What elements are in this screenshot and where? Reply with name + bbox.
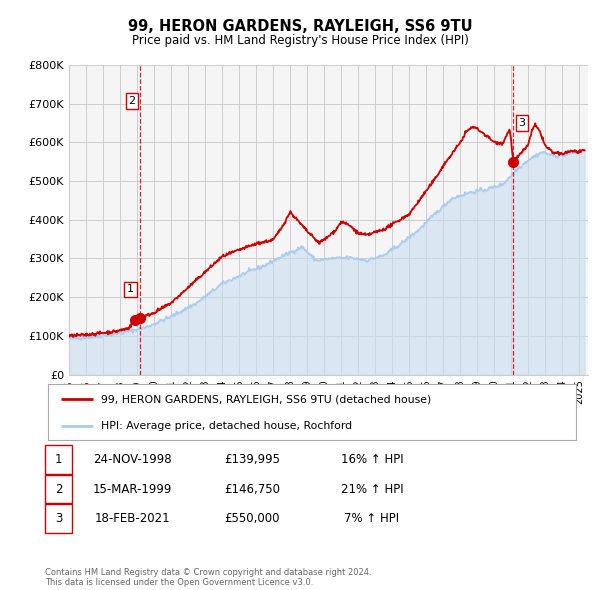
- Text: 3: 3: [518, 118, 526, 128]
- Text: £146,750: £146,750: [224, 483, 280, 496]
- Text: 2: 2: [128, 96, 136, 106]
- Text: Contains HM Land Registry data © Crown copyright and database right 2024.
This d: Contains HM Land Registry data © Crown c…: [45, 568, 371, 587]
- Text: 1: 1: [127, 284, 134, 294]
- Text: 3: 3: [55, 512, 62, 525]
- Text: 16% ↑ HPI: 16% ↑ HPI: [341, 453, 403, 466]
- Text: 2: 2: [55, 483, 62, 496]
- Text: HPI: Average price, detached house, Rochford: HPI: Average price, detached house, Roch…: [101, 421, 352, 431]
- Text: £139,995: £139,995: [224, 453, 280, 466]
- Text: 15-MAR-1999: 15-MAR-1999: [92, 483, 172, 496]
- Text: 99, HERON GARDENS, RAYLEIGH, SS6 9TU (detached house): 99, HERON GARDENS, RAYLEIGH, SS6 9TU (de…: [101, 394, 431, 404]
- Text: Price paid vs. HM Land Registry's House Price Index (HPI): Price paid vs. HM Land Registry's House …: [131, 34, 469, 47]
- Text: £550,000: £550,000: [224, 512, 280, 525]
- Text: 24-NOV-1998: 24-NOV-1998: [92, 453, 172, 466]
- Text: 7% ↑ HPI: 7% ↑ HPI: [344, 512, 400, 525]
- Text: 21% ↑ HPI: 21% ↑ HPI: [341, 483, 403, 496]
- Text: 99, HERON GARDENS, RAYLEIGH, SS6 9TU: 99, HERON GARDENS, RAYLEIGH, SS6 9TU: [128, 19, 472, 34]
- Text: 1: 1: [55, 453, 62, 466]
- Text: 18-FEB-2021: 18-FEB-2021: [94, 512, 170, 525]
